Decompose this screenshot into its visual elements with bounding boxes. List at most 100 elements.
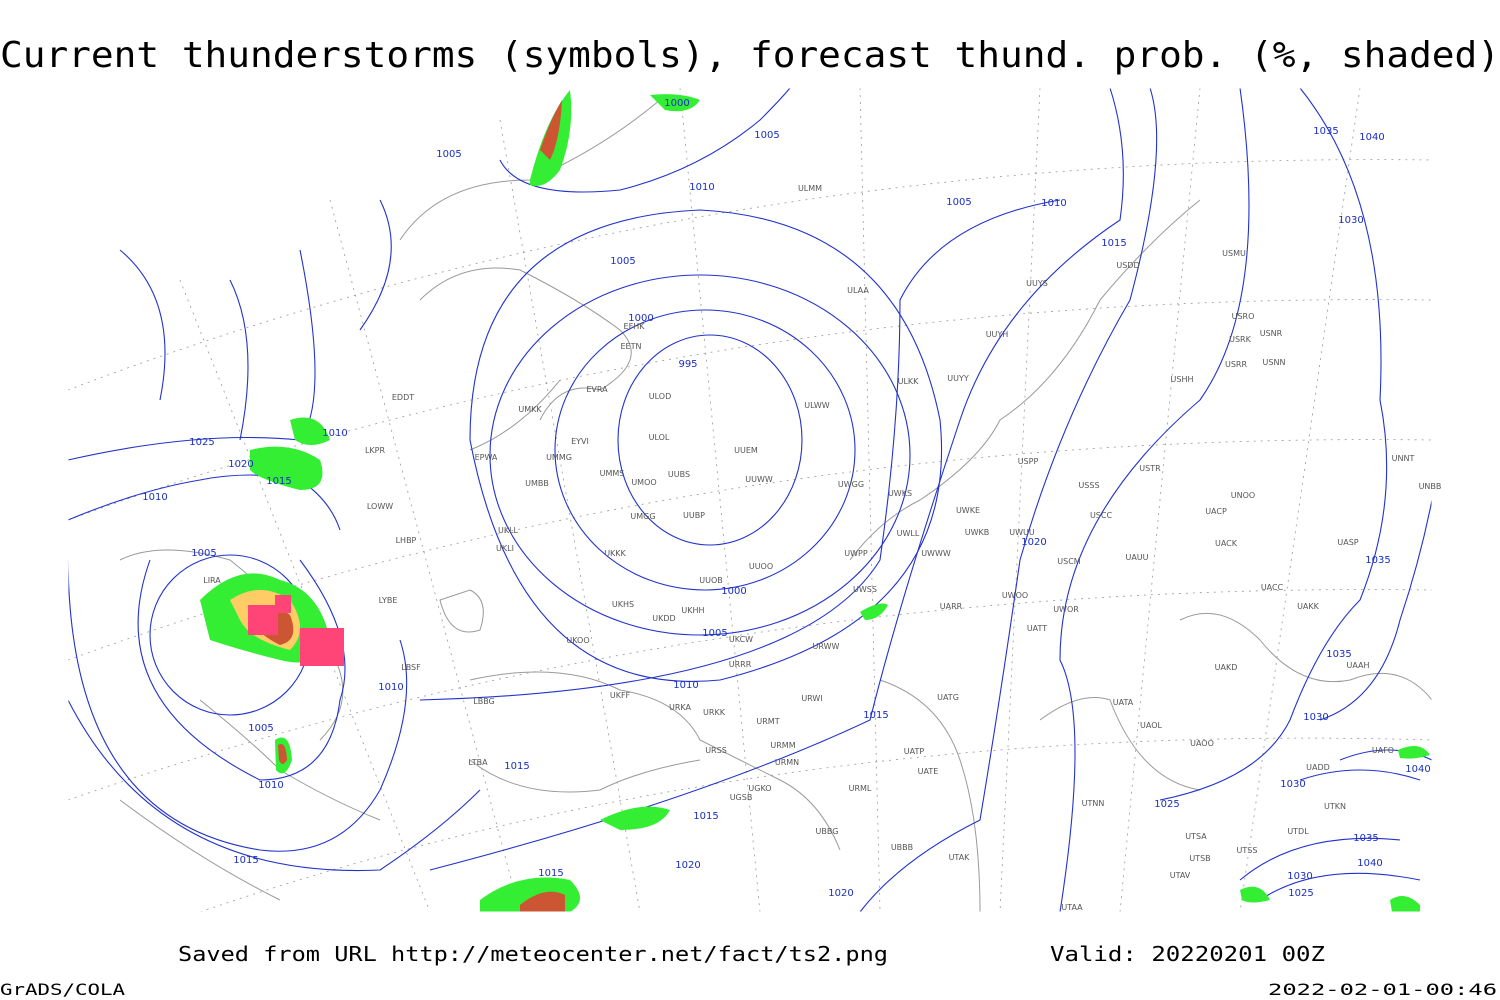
station-label: LTBA — [468, 758, 488, 767]
isobar-label: 1010 — [689, 182, 714, 193]
station-label: URMM — [770, 741, 795, 750]
isobar-label: 1010 — [322, 428, 347, 439]
station-label: UASP — [1337, 538, 1358, 547]
isobar-label: 1035 — [1353, 833, 1378, 844]
station-label: USHH — [1171, 375, 1194, 384]
station-label: EPWA — [475, 453, 498, 462]
station-label: UTSB — [1189, 854, 1210, 863]
isobar-label: 1005 — [754, 130, 779, 141]
isobar-label: 1015 — [693, 811, 718, 822]
station-label: USRK — [1229, 335, 1251, 344]
station-label: UTAA — [1061, 903, 1083, 912]
station-label: UACK — [1215, 539, 1238, 548]
station-label: UWGG — [838, 480, 864, 489]
station-label: ULWW — [804, 401, 829, 410]
source-url: Saved from URL http://meteocenter.net/fa… — [178, 942, 888, 966]
station-label: UACC — [1261, 583, 1284, 592]
station-label: UBBB — [891, 843, 913, 852]
station-label: UACP — [1205, 507, 1227, 516]
station-label: UUWW — [745, 475, 773, 484]
station-label: UTKN — [1324, 802, 1346, 811]
isobar-label: 1000 — [664, 98, 689, 109]
station-label: USRR — [1225, 360, 1247, 369]
station-label: UWOO — [1002, 591, 1028, 600]
station-label: UWPP — [844, 549, 868, 558]
station-label: UATE — [918, 767, 939, 776]
isobar-label: 1020 — [828, 888, 853, 899]
station-label: USSS — [1078, 481, 1099, 490]
isobar-label: 995 — [678, 359, 697, 370]
isobar-label: 1010 — [142, 492, 167, 503]
station-label: UAKD — [1215, 663, 1238, 672]
station-label: URML — [849, 784, 872, 793]
station-label: UUYY — [947, 374, 969, 383]
isobar-label: 1005 — [610, 256, 635, 267]
station-label: UADD — [1306, 763, 1330, 772]
isobar-label: 1020 — [228, 459, 253, 470]
isobar-label: 1010 — [1041, 198, 1066, 209]
station-label: UKHH — [681, 606, 704, 615]
station-label: UNNT — [1392, 454, 1415, 463]
station-label: UKOO — [566, 636, 589, 645]
isobar-label: 1035 — [1365, 555, 1390, 566]
station-label: UNBB — [1419, 482, 1442, 491]
valid-time: Valid: 20220201 00Z — [1050, 942, 1325, 966]
station-label: LIRA — [203, 576, 221, 585]
station-label: UTSA — [1185, 832, 1207, 841]
station-label: UATP — [904, 747, 925, 756]
station-label: UGKO — [748, 784, 771, 793]
station-label: USCC — [1090, 511, 1113, 520]
station-label: UAOO — [1190, 739, 1214, 748]
station-label: UUBS — [668, 470, 690, 479]
station-label: UTNN — [1082, 799, 1105, 808]
station-label: UWKS — [888, 489, 912, 498]
timestamp: 2022-02-01-00:46 — [1268, 980, 1497, 999]
software: GrADS/COLA — [0, 980, 125, 999]
station-label: UWUU — [1009, 528, 1035, 537]
isobar-label: 1030 — [1338, 215, 1363, 226]
isobar-label: 1015 — [504, 761, 529, 772]
station-label: UAUU — [1125, 553, 1148, 562]
station-label: URMT — [756, 717, 779, 726]
isobar-label: 1025 — [1288, 888, 1313, 899]
station-label: URRR — [729, 660, 752, 669]
station-label: UBBG — [816, 827, 839, 836]
station-label: UTAV — [1170, 871, 1191, 880]
station-label: UKHS — [612, 600, 634, 609]
station-label: USDD — [1116, 261, 1139, 270]
station-label: UTSS — [1237, 846, 1258, 855]
station-label: UNOO — [1231, 491, 1255, 500]
station-label: UAKK — [1297, 602, 1320, 611]
thunderstorm-symbols — [248, 595, 344, 666]
station-label: LHBP — [396, 536, 417, 545]
isobar-label: 1015 — [1101, 238, 1126, 249]
station-label: UUBP — [683, 511, 705, 520]
station-label: UWLL — [897, 529, 920, 538]
isobar-label: 1000 — [721, 586, 746, 597]
station-label: LYBE — [379, 596, 398, 605]
station-label: LOWW — [367, 502, 393, 511]
isobar-label: 1000 — [628, 313, 653, 324]
station-label: UWKB — [965, 528, 990, 537]
isobar-label: 1015 — [233, 855, 258, 866]
station-label: EVRA — [586, 385, 608, 394]
station-label: URKK — [703, 708, 726, 717]
station-label: UWWW — [921, 549, 951, 558]
isobar-label: 1015 — [266, 476, 291, 487]
station-label: USTR — [1139, 464, 1161, 473]
station-label: USPP — [1018, 457, 1039, 466]
station-label: USMU — [1222, 249, 1246, 258]
station-label: UUEM — [734, 446, 758, 455]
station-label: UKKK — [604, 549, 626, 558]
station-label: UKLL — [498, 526, 519, 535]
station-label: USCM — [1057, 557, 1081, 566]
isobar-label: 1025 — [189, 437, 214, 448]
map-title: Current thunderstorms (symbols), forecas… — [0, 35, 1500, 76]
station-labels: ULMM ULAA UUYS UUYH ULKK UUYY ULWW ULOL UUEM UUWW… — [203, 184, 1441, 912]
station-label: UAAH — [1346, 661, 1369, 670]
station-label: LKPR — [365, 446, 386, 455]
station-label: USRO — [1232, 312, 1255, 321]
station-label: URWI — [801, 694, 822, 703]
station-label: URSS — [705, 746, 727, 755]
